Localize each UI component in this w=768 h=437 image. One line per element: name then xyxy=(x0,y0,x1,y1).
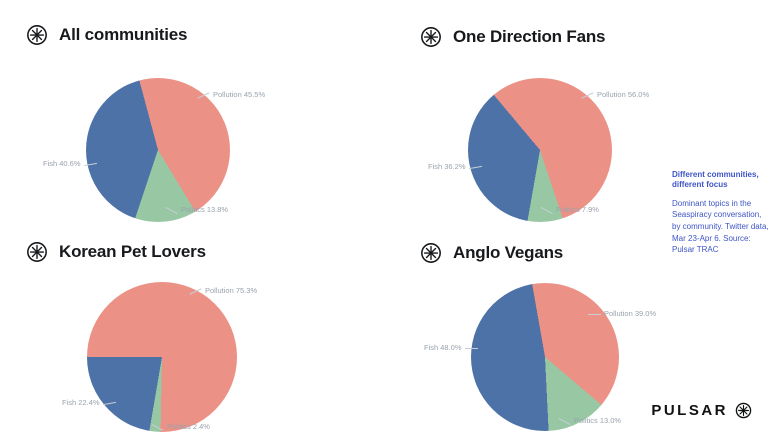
slice-label-fish: Fish 22.4% xyxy=(62,398,100,407)
slice-label-fish: Fish 36.2% xyxy=(428,162,466,171)
chart-title: All communities xyxy=(59,25,188,44)
slice-label-fish: Fish 48.0% xyxy=(424,343,462,352)
pie-chart-all-communities xyxy=(86,78,230,222)
slice-label-pollution: Pollution 56.0% xyxy=(597,90,650,99)
pie-chart-one-direction-fans xyxy=(468,78,612,222)
pulsar-star-icon xyxy=(27,242,47,262)
slice-label-pollution: Pollution 75.3% xyxy=(205,286,258,295)
slice-label-politics: Politics 13.0% xyxy=(574,416,622,425)
caption-title: Different communities, different focus xyxy=(672,170,759,190)
slice-label-politics: Politics 2.4% xyxy=(167,422,210,431)
panel-header: All communities xyxy=(26,24,188,46)
panel-header: Korean Pet Lovers xyxy=(26,241,206,263)
pie-chart-korean-pet-lovers xyxy=(87,282,237,432)
pulsar-wordmark: PULSAR xyxy=(651,402,728,419)
pulsar-star-icon xyxy=(735,402,752,419)
chart-title: One Direction Fans xyxy=(453,27,606,46)
slice-label-politics: Politics 7.9% xyxy=(556,205,599,214)
panel-header: Anglo Vegans xyxy=(420,242,563,264)
chart-title: Anglo Vegans xyxy=(453,243,564,262)
slice-label-pollution: Pollution 39.0% xyxy=(604,309,657,318)
chart-title: Korean Pet Lovers xyxy=(59,242,206,261)
slice-label-fish: Fish 40.6% xyxy=(43,159,81,168)
pulsar-logo: PULSAR xyxy=(651,402,752,419)
pie-chart-anglo-vegans xyxy=(471,283,619,431)
pulsar-star-icon xyxy=(421,243,441,263)
slice-label-politics: Politics 13.8% xyxy=(181,205,229,214)
pulsar-star-icon xyxy=(27,25,47,45)
slice-label-pollution: Pollution 45.5% xyxy=(213,90,266,99)
panel-header: One Direction Fans xyxy=(420,26,605,48)
pulsar-star-icon xyxy=(421,27,441,47)
caption-block: Different communities, different focus D… xyxy=(672,170,768,256)
caption-body: Dominant topics in the Seaspiracy conver… xyxy=(672,198,768,255)
